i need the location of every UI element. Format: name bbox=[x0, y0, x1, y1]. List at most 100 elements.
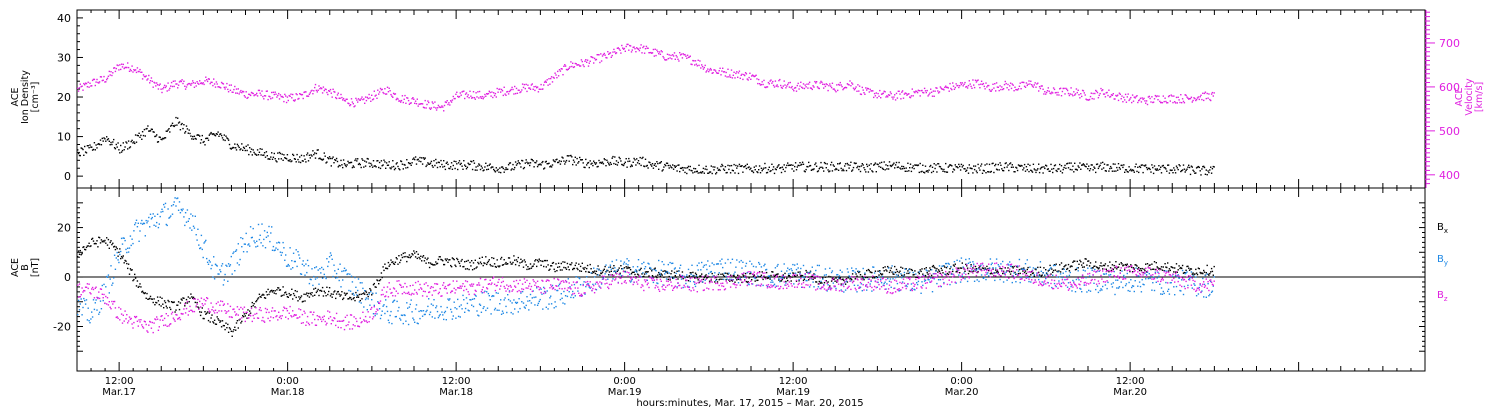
data-point bbox=[256, 299, 258, 302]
data-point bbox=[189, 132, 191, 135]
data-point bbox=[264, 156, 267, 158]
data-point bbox=[265, 90, 268, 92]
data-point bbox=[744, 164, 747, 167]
data-point bbox=[991, 88, 993, 91]
data-point bbox=[113, 67, 116, 69]
data-point bbox=[488, 295, 490, 297]
data-point bbox=[978, 83, 980, 86]
data-point bbox=[185, 298, 188, 301]
data-point bbox=[708, 172, 710, 174]
data-point bbox=[387, 319, 390, 321]
data-point bbox=[1172, 101, 1174, 104]
data-point bbox=[130, 140, 132, 143]
data-point bbox=[755, 165, 757, 167]
data-point bbox=[863, 279, 865, 281]
data-point bbox=[1053, 165, 1056, 167]
data-point bbox=[900, 273, 902, 275]
data-point bbox=[533, 296, 535, 299]
data-point bbox=[314, 278, 317, 280]
data-point bbox=[529, 300, 531, 302]
data-point bbox=[1181, 264, 1184, 267]
data-point bbox=[332, 293, 334, 295]
data-point bbox=[490, 95, 492, 97]
data-point bbox=[163, 137, 166, 139]
data-point bbox=[220, 265, 223, 267]
data-point bbox=[116, 64, 118, 66]
data-point bbox=[646, 47, 648, 49]
data-point bbox=[199, 142, 202, 144]
data-point bbox=[849, 278, 851, 280]
data-point bbox=[317, 269, 319, 271]
data-point bbox=[259, 295, 261, 298]
data-point bbox=[763, 79, 765, 82]
data-point bbox=[790, 87, 792, 89]
data-point bbox=[290, 268, 292, 270]
data-point bbox=[316, 149, 318, 151]
data-point bbox=[569, 286, 571, 288]
data-point bbox=[349, 162, 351, 164]
data-point bbox=[928, 169, 930, 171]
data-point bbox=[317, 89, 319, 91]
data-point bbox=[355, 158, 357, 160]
data-point bbox=[860, 165, 863, 167]
data-point bbox=[507, 90, 509, 93]
data-point bbox=[1182, 272, 1185, 274]
data-point bbox=[885, 269, 887, 271]
data-point bbox=[172, 301, 175, 304]
data-point bbox=[629, 165, 632, 168]
data-point bbox=[424, 257, 426, 259]
data-point bbox=[283, 100, 285, 103]
data-point bbox=[702, 278, 705, 281]
data-point bbox=[597, 265, 599, 267]
data-point bbox=[489, 163, 491, 165]
data-point bbox=[311, 268, 313, 270]
data-point bbox=[370, 291, 372, 293]
data-point bbox=[453, 301, 455, 303]
data-point bbox=[369, 165, 371, 168]
data-point bbox=[1009, 162, 1012, 164]
data-point bbox=[154, 82, 156, 84]
data-point bbox=[1148, 167, 1150, 170]
data-point bbox=[770, 281, 772, 283]
data-point bbox=[168, 128, 170, 130]
data-point bbox=[1002, 272, 1004, 275]
data-point bbox=[1119, 93, 1121, 95]
data-point bbox=[1121, 95, 1123, 97]
data-point bbox=[888, 280, 891, 282]
data-point bbox=[477, 165, 479, 167]
data-point bbox=[617, 47, 619, 49]
data-point bbox=[925, 91, 927, 94]
data-point bbox=[375, 286, 377, 288]
data-point bbox=[481, 256, 483, 258]
data-point bbox=[561, 68, 563, 70]
data-point bbox=[1191, 166, 1193, 168]
data-point bbox=[994, 83, 996, 85]
data-point bbox=[915, 276, 917, 278]
data-point bbox=[830, 287, 832, 289]
data-point bbox=[244, 96, 246, 98]
data-point bbox=[184, 130, 187, 133]
data-point bbox=[401, 314, 404, 317]
data-point bbox=[224, 88, 226, 90]
data-point bbox=[995, 82, 998, 84]
right-tick-label: 500 bbox=[1439, 125, 1460, 138]
data-point bbox=[176, 124, 178, 126]
data-point bbox=[822, 278, 824, 280]
data-point bbox=[261, 294, 263, 296]
data-point bbox=[830, 280, 833, 282]
data-point bbox=[127, 263, 130, 265]
data-point bbox=[438, 161, 440, 164]
data-point bbox=[111, 143, 113, 146]
data-point bbox=[394, 261, 397, 263]
data-point bbox=[476, 96, 478, 98]
data-point bbox=[134, 69, 137, 71]
data-point bbox=[1167, 262, 1169, 264]
data-point bbox=[327, 265, 329, 268]
data-point bbox=[433, 160, 435, 162]
data-point bbox=[614, 51, 616, 53]
data-point bbox=[148, 130, 150, 132]
data-point bbox=[220, 320, 222, 322]
data-point bbox=[208, 312, 210, 314]
data-point bbox=[641, 52, 643, 54]
data-point bbox=[535, 85, 537, 88]
